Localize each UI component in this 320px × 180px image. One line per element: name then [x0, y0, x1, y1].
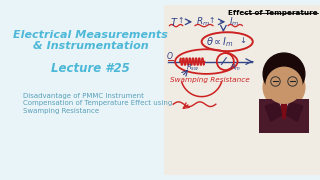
Circle shape: [263, 66, 305, 108]
Text: ↑: ↑: [208, 16, 215, 25]
Text: $I_m$: $I_m$: [229, 15, 240, 28]
Text: $R_{sw}$: $R_{sw}$: [186, 63, 199, 73]
Text: $\theta \propto I_m$: $\theta \propto I_m$: [206, 35, 234, 49]
Text: Swamping Resistance: Swamping Resistance: [23, 108, 99, 114]
Polygon shape: [281, 102, 287, 118]
Circle shape: [266, 67, 302, 103]
Text: $R_m$: $R_m$: [196, 15, 210, 28]
Polygon shape: [265, 102, 284, 121]
Text: ↓: ↓: [239, 36, 246, 45]
Text: Compensation of Temperature Effect using: Compensation of Temperature Effect using: [23, 100, 172, 106]
Polygon shape: [278, 100, 290, 114]
FancyBboxPatch shape: [260, 100, 308, 133]
Text: & Instrumentation: & Instrumentation: [33, 41, 148, 51]
Text: Effect of Temperature: Effect of Temperature: [228, 10, 318, 15]
Bar: [17, 5, 164, 175]
Text: $R_m$: $R_m$: [230, 63, 241, 73]
Circle shape: [263, 53, 305, 95]
Text: $T$: $T$: [170, 16, 179, 28]
Text: Swamping Resistance: Swamping Resistance: [170, 76, 250, 83]
Text: Electrical Measurements: Electrical Measurements: [13, 30, 168, 40]
Polygon shape: [284, 102, 303, 121]
Text: Disadvantage of PMMC Instrument: Disadvantage of PMMC Instrument: [23, 93, 143, 99]
Text: ↑: ↑: [177, 16, 183, 25]
Text: Lecture #25: Lecture #25: [51, 62, 130, 75]
Text: O: O: [167, 52, 172, 61]
Bar: [164, 5, 320, 175]
